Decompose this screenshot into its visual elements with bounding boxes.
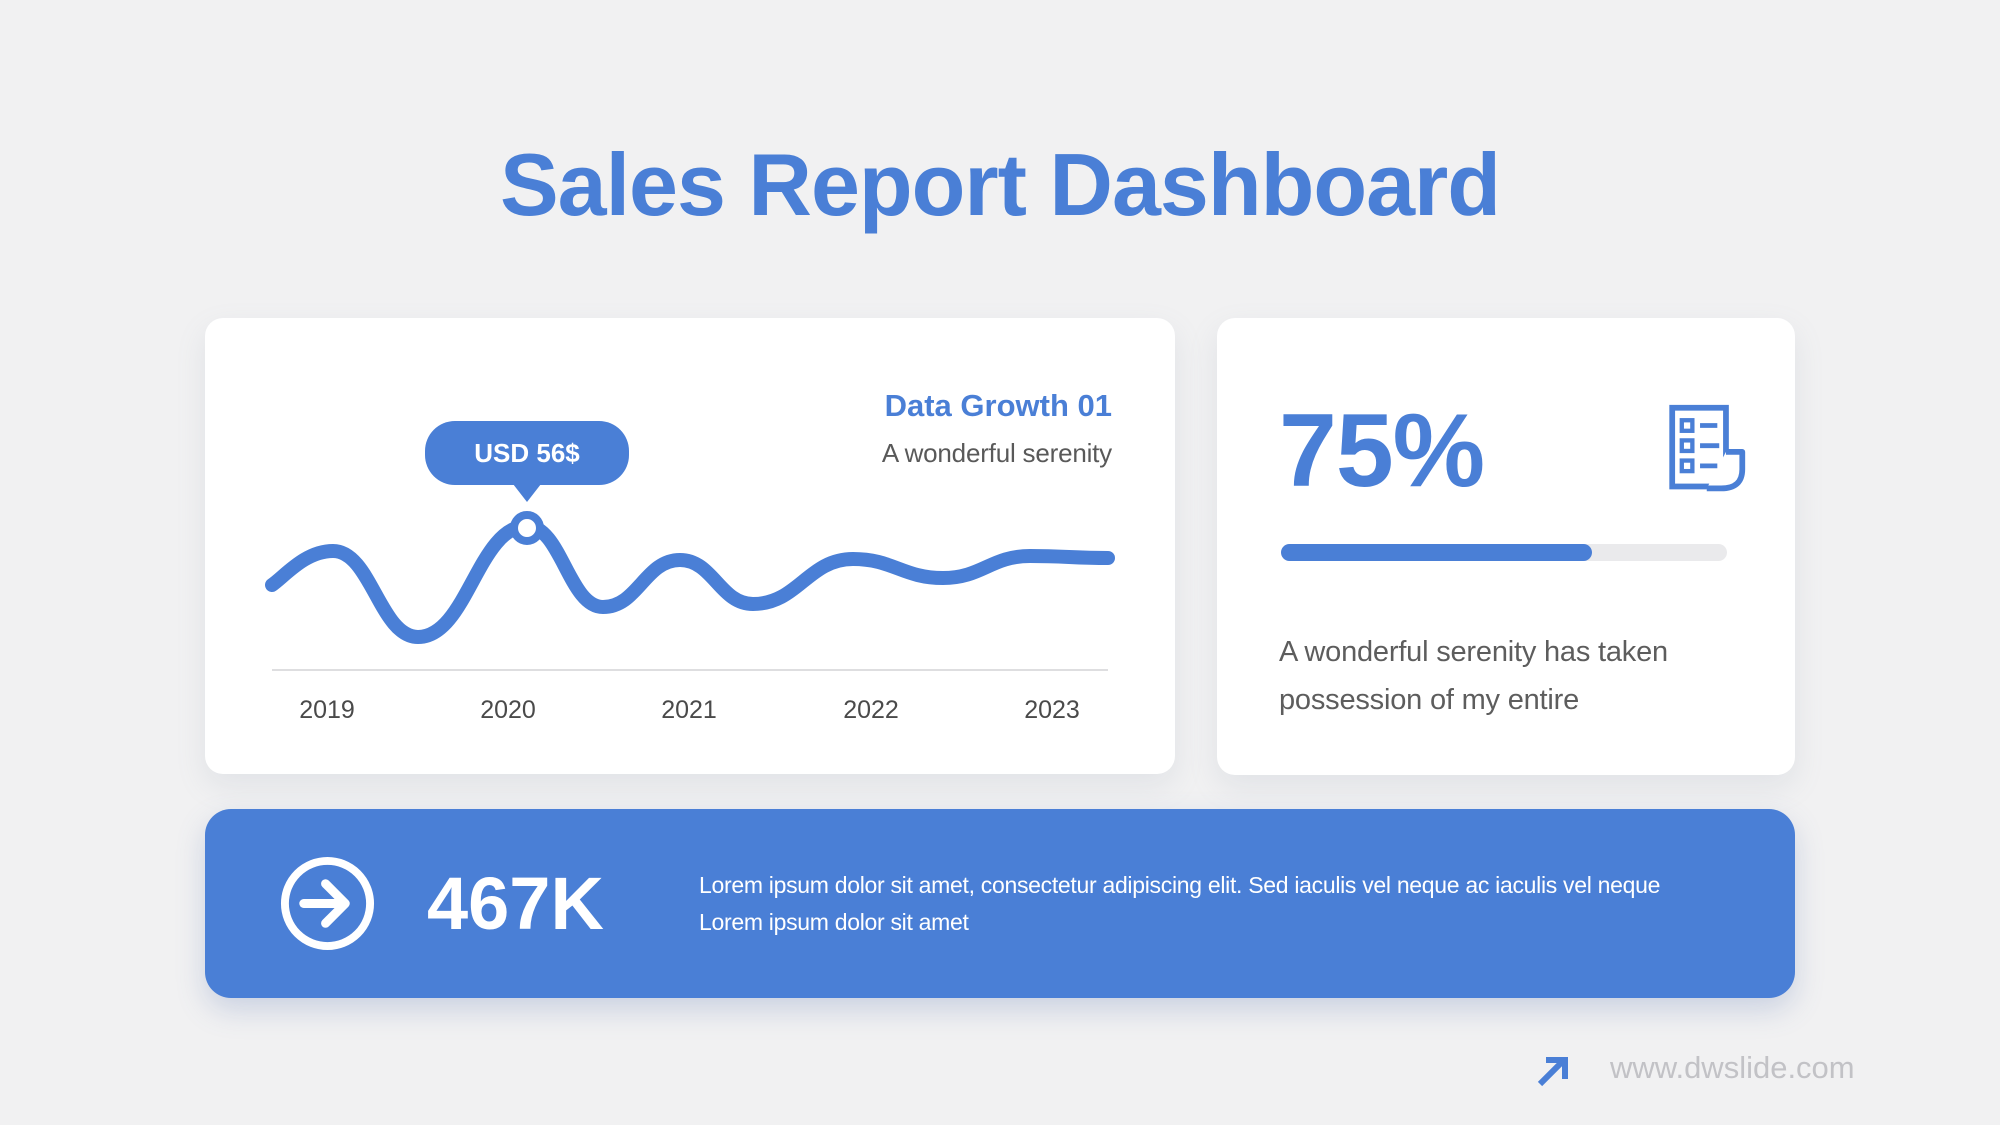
chart-title: Data Growth 01 [884, 388, 1112, 423]
checkbox-row-1 [1679, 418, 1695, 433]
kpi-description-line-1: A wonderful serenity has taken [1279, 636, 1668, 668]
line-chart: 2019 2020 2021 2022 2023 [265, 511, 1115, 724]
progress-bar [1281, 544, 1727, 561]
document-page-curl [1706, 449, 1746, 492]
kpi-percent-value: 75% [1279, 393, 1485, 509]
banner-text: Lorem ipsum dolor sit amet, consectetur … [699, 867, 1739, 941]
document-list-icon [1669, 404, 1746, 492]
checkbox-row-3 [1679, 458, 1695, 474]
footer-arrow-head [1546, 1057, 1568, 1079]
chart-tooltip: USD 56$ [425, 421, 629, 485]
website-url: www.dwslide.com [1610, 1050, 1855, 1085]
x-tick-2021: 2021 [661, 696, 717, 724]
banner-stat-value: 467K [427, 862, 604, 945]
stats-banner: 467K Lorem ipsum dolor sit amet, consect… [205, 809, 1795, 998]
banner-text-line-1: Lorem ipsum dolor sit amet, consectetur … [699, 871, 1661, 898]
page-title: Sales Report Dashboard [499, 135, 1501, 234]
checkbox-row-2 [1679, 438, 1695, 454]
kpi-description: A wonderful serenity has taken possessio… [1279, 628, 1719, 724]
icon-circle [280, 856, 375, 951]
progress-fill [1281, 544, 1592, 561]
kpi-description-line-2: possession of my entire [1279, 684, 1580, 716]
chart-header: Data Growth 01 A wonderful serenity [882, 388, 1112, 469]
chart-subtitle: A wonderful serenity [881, 438, 1112, 468]
x-tick-2019: 2019 [299, 696, 355, 724]
x-tick-2020: 2020 [480, 696, 536, 724]
chart-tooltip-label: USD 56$ [474, 437, 580, 468]
x-tick-2023: 2023 [1024, 696, 1080, 724]
document-outline [1669, 404, 1729, 490]
arrow-head [321, 879, 350, 928]
arrow-right-circle-icon [280, 856, 375, 951]
banner-text-line-2: Lorem ipsum dolor sit amet [699, 908, 969, 935]
footer-arrow-diagonal [1537, 1059, 1565, 1087]
x-tick-2022: 2022 [843, 696, 899, 724]
kpi-card: 75% A wonderful serenity has taken posse… [1217, 318, 1795, 775]
chart-point-marker [510, 511, 544, 545]
chart-card: 2019 2020 2021 2022 2023 USD 56$ Data Gr… [205, 318, 1175, 774]
chart-line [265, 519, 1115, 644]
arrow-up-right-icon [1537, 1057, 1568, 1087]
